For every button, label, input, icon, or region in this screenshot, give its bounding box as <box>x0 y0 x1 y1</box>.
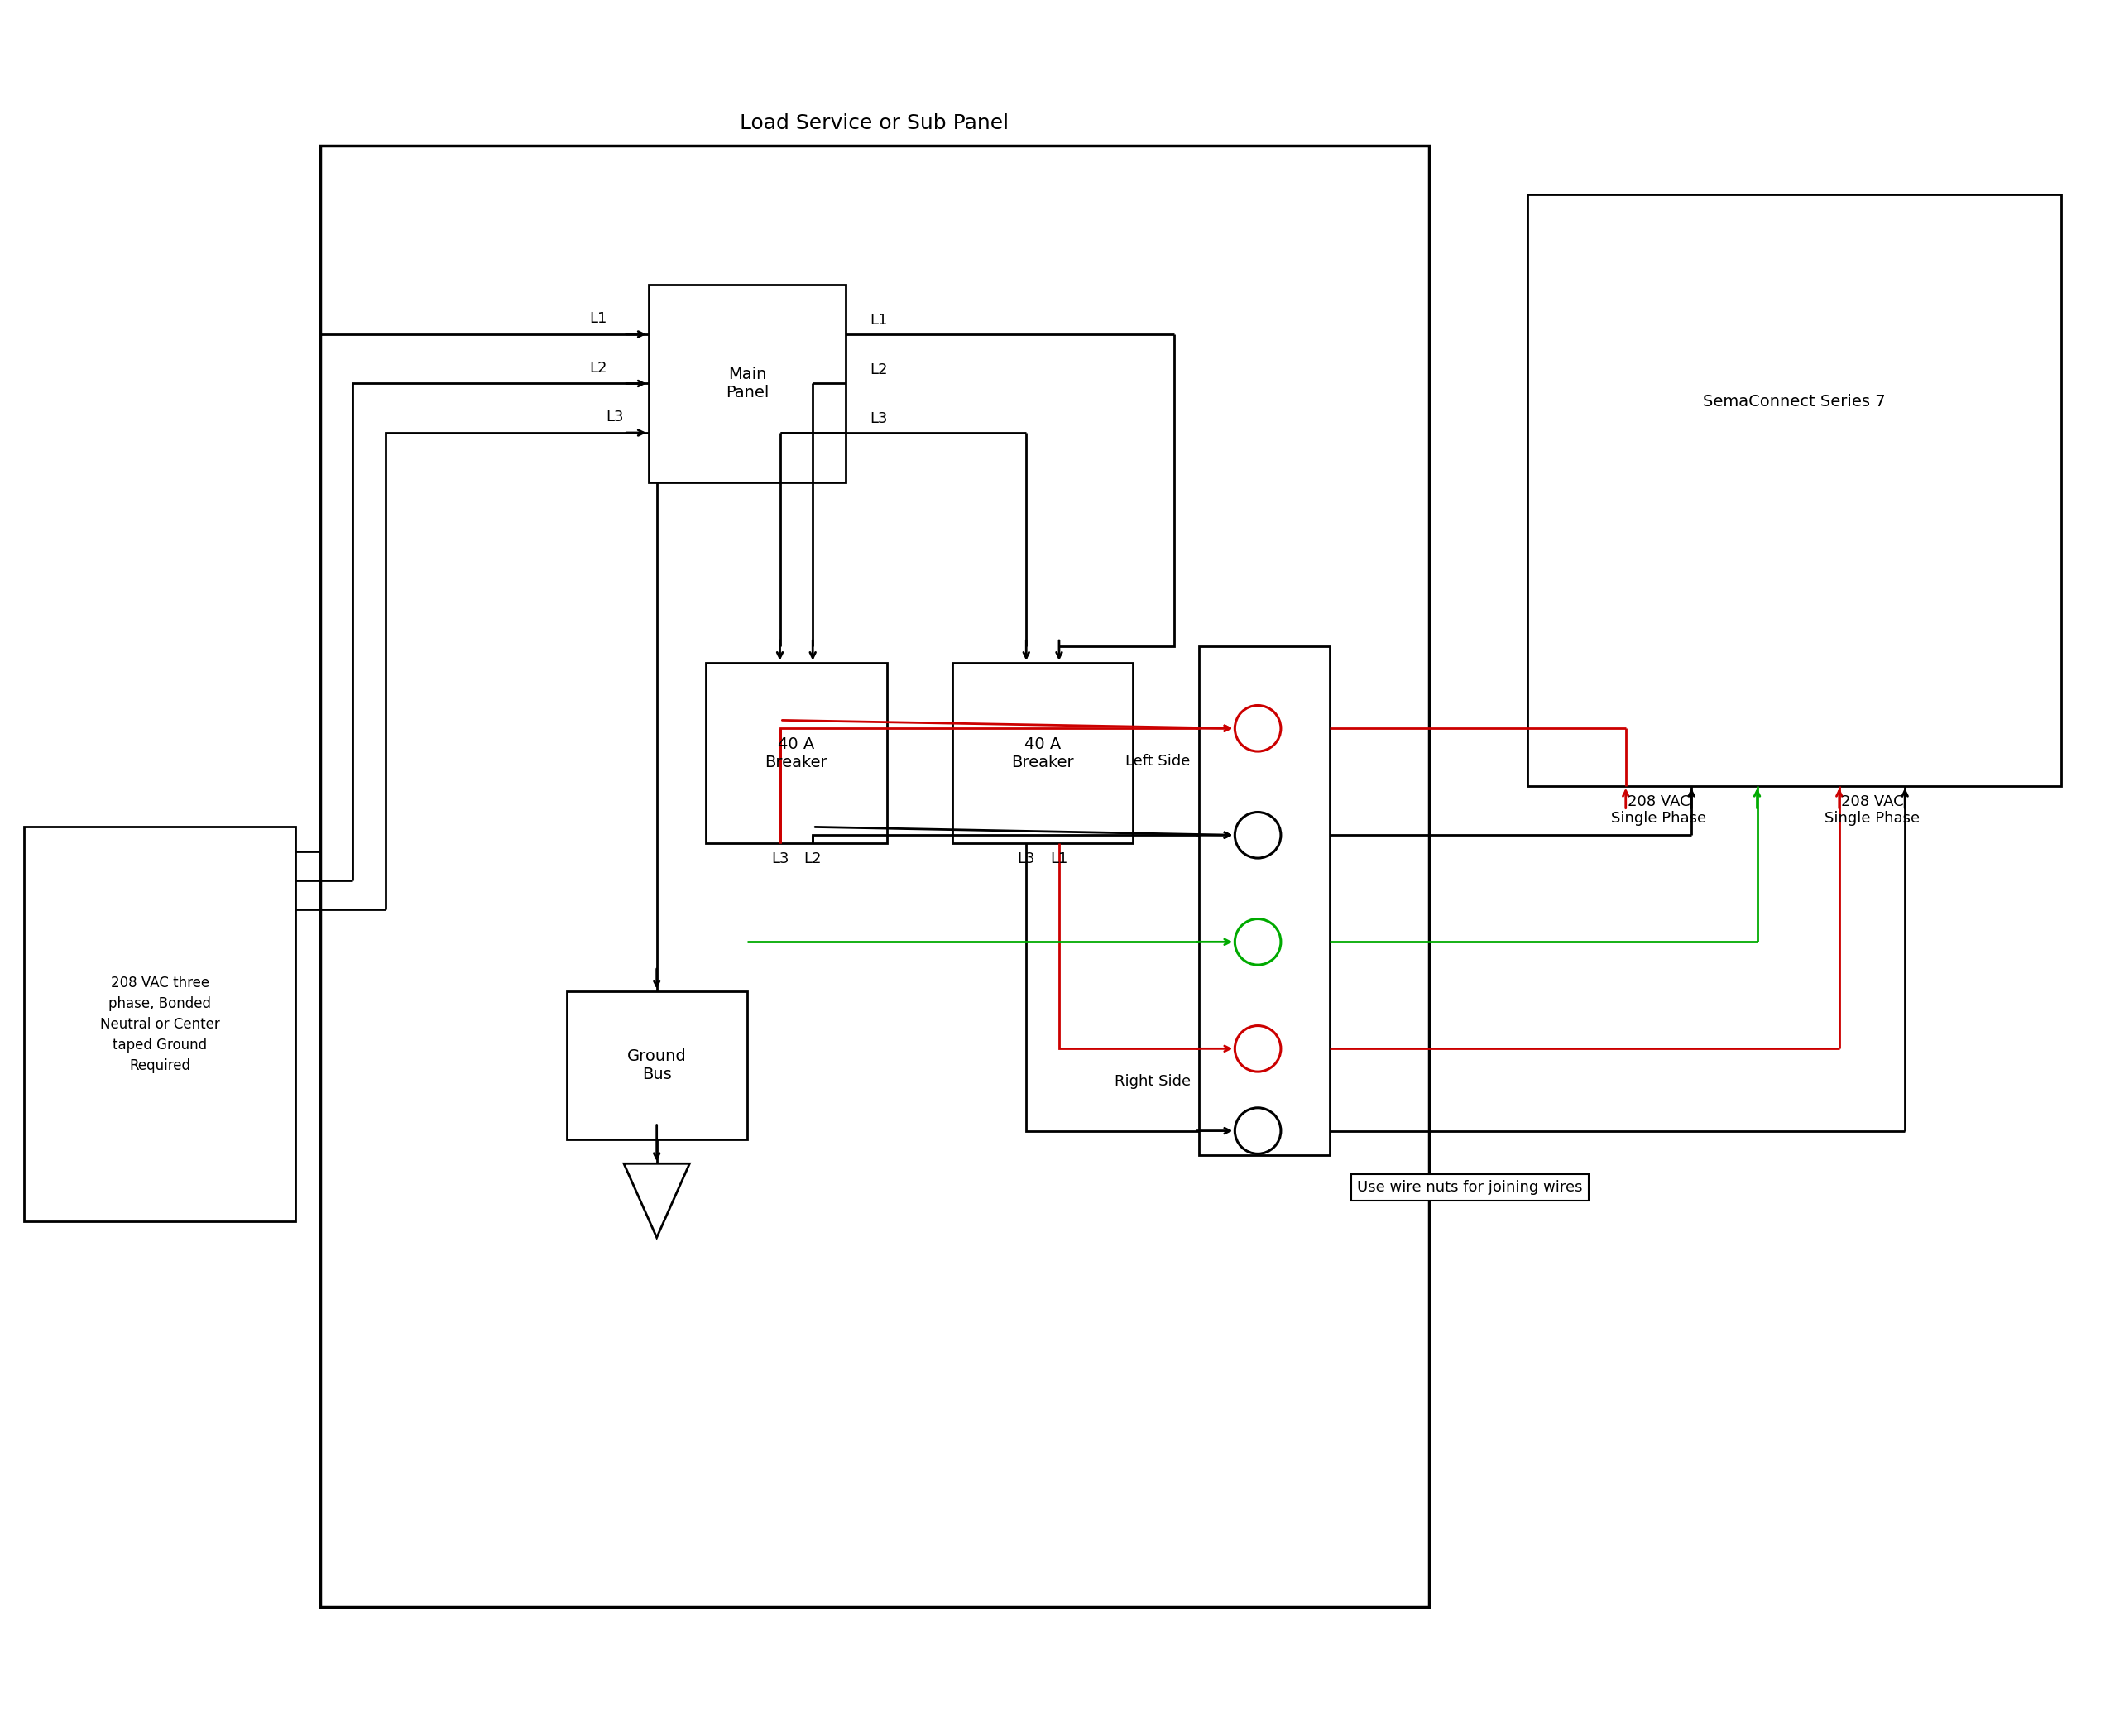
Text: L3: L3 <box>1017 852 1036 866</box>
Text: SemaConnect Series 7: SemaConnect Series 7 <box>1703 394 1886 410</box>
Text: L3: L3 <box>606 410 625 425</box>
Text: 40 A
Breaker: 40 A Breaker <box>766 736 827 771</box>
Text: Ground
Bus: Ground Bus <box>627 1049 686 1082</box>
Text: L1: L1 <box>591 311 608 326</box>
Bar <box>952 663 1133 844</box>
Text: L2: L2 <box>804 852 821 866</box>
Text: Main
Panel: Main Panel <box>726 366 768 401</box>
Bar <box>565 991 747 1139</box>
Text: L3: L3 <box>869 411 888 427</box>
Text: L1: L1 <box>1051 852 1068 866</box>
Text: Right Side: Right Side <box>1114 1075 1190 1088</box>
Bar <box>648 285 846 483</box>
Text: L2: L2 <box>869 363 888 377</box>
Text: Load Service or Sub Panel: Load Service or Sub Panel <box>741 113 1009 134</box>
Bar <box>321 146 1428 1608</box>
Bar <box>1528 194 2061 786</box>
Text: 208 VAC three
phase, Bonded
Neutral or Center
taped Ground
Required: 208 VAC three phase, Bonded Neutral or C… <box>99 976 219 1073</box>
Bar <box>1198 646 1329 1156</box>
Text: L3: L3 <box>770 852 789 866</box>
Text: 40 A
Breaker: 40 A Breaker <box>1011 736 1074 771</box>
Text: L2: L2 <box>589 361 608 375</box>
Text: Left Side: Left Side <box>1125 753 1190 769</box>
Text: 208 VAC
Single Phase: 208 VAC Single Phase <box>1610 793 1707 826</box>
Text: Use wire nuts for joining wires: Use wire nuts for joining wires <box>1357 1180 1582 1194</box>
Text: L1: L1 <box>869 312 888 328</box>
Bar <box>707 663 886 844</box>
Bar <box>25 826 295 1220</box>
Text: 208 VAC
Single Phase: 208 VAC Single Phase <box>1825 793 1920 826</box>
